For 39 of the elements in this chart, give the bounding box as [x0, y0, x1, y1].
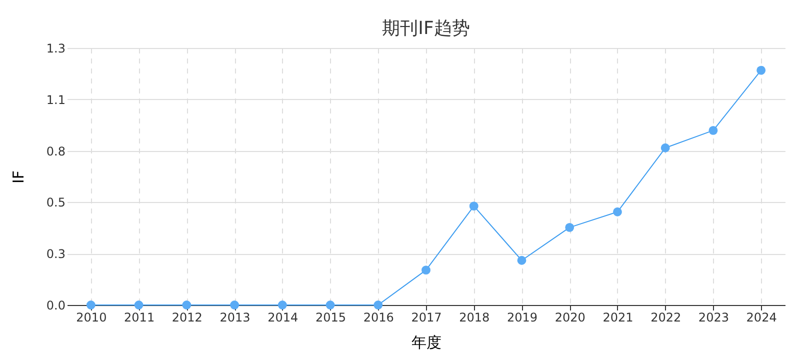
point	[756, 66, 766, 75]
x-tick-label: 2021	[602, 310, 634, 324]
x-tick-label: 2018	[459, 310, 490, 324]
x-tick-label: 2017	[411, 310, 442, 324]
x-tick-label: 2010	[76, 310, 107, 324]
y-tick-label: 0.8	[46, 144, 66, 158]
point	[708, 126, 718, 135]
y-tick-label: 1.1	[46, 92, 66, 107]
y-tick-label: 0.3	[46, 247, 66, 262]
point	[612, 207, 622, 216]
point	[660, 143, 670, 152]
x-tick-label: 2020	[554, 310, 586, 324]
point	[469, 202, 478, 211]
x-tick-label: 2012	[172, 310, 202, 324]
y-tick-label: 0.0	[46, 298, 66, 312]
x-tick-label: 2014	[268, 310, 298, 324]
y-tick-label: 1.3	[46, 42, 66, 56]
y-tick-label: 0.5	[46, 196, 66, 210]
point	[230, 300, 240, 310]
point	[182, 300, 192, 310]
point	[86, 300, 96, 310]
point	[517, 256, 526, 265]
x-tick-label: 2023	[698, 310, 729, 324]
x-tick-label: 2013	[220, 310, 250, 324]
x-tick-label: 2022	[650, 310, 682, 324]
x-tick-label: 2015	[315, 310, 346, 324]
x-tick-label: 2016	[363, 310, 394, 324]
point	[326, 300, 335, 310]
x-axis-title: 年度	[412, 334, 442, 352]
point	[134, 300, 144, 310]
x-tick-label: 2011	[124, 310, 155, 324]
point	[278, 300, 287, 310]
point	[422, 266, 430, 275]
point	[374, 300, 383, 310]
y-axis-title: IF	[9, 170, 28, 184]
point	[565, 222, 574, 232]
x-tick-label: 2024	[746, 310, 777, 324]
x-tick-label: 2019	[506, 310, 538, 324]
chart-title: 期刊IF趋势	[382, 18, 470, 39]
